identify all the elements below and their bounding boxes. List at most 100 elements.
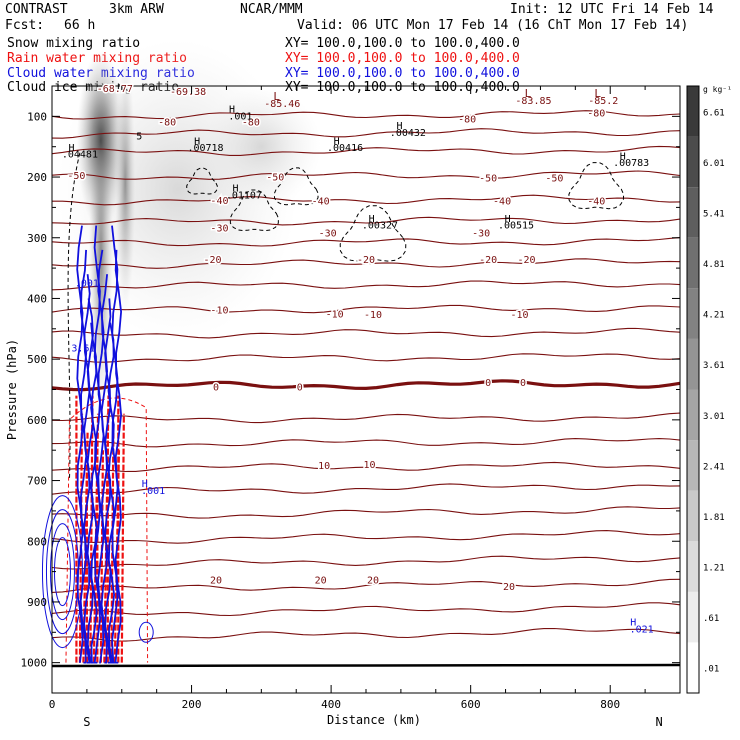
cloud-water-contour bbox=[90, 322, 98, 664]
y-tick-label: 600 bbox=[27, 414, 47, 427]
isotherm-label: -10 bbox=[210, 306, 228, 317]
isotherm-line bbox=[51, 304, 681, 314]
cloud-water-contour bbox=[138, 621, 154, 643]
ground-line bbox=[51, 663, 681, 668]
high-marker: H bbox=[194, 136, 200, 147]
high-marker: H bbox=[334, 136, 340, 147]
high-marker: H bbox=[505, 214, 511, 225]
x-tick-label: 400 bbox=[321, 698, 341, 711]
y-tick-label: 900 bbox=[27, 596, 47, 609]
isotherm-line bbox=[51, 237, 681, 247]
isotherm-label: -40 bbox=[210, 196, 228, 207]
cloud-water-contours bbox=[41, 225, 154, 664]
isotherm-label: -40 bbox=[312, 196, 330, 207]
low-marker: L bbox=[525, 87, 532, 100]
isotherm-line bbox=[51, 506, 681, 519]
high-marker: H bbox=[229, 105, 235, 116]
snow-column-2 bbox=[115, 53, 136, 314]
colorbar-level-label: 4.81 bbox=[703, 260, 725, 270]
isotherm-label: -10 bbox=[510, 310, 528, 321]
colorbar-level-label: 1.21 bbox=[703, 564, 725, 574]
high-value: .01107 bbox=[226, 190, 262, 201]
forecast-hour: 66 h bbox=[64, 18, 96, 33]
isotherm-label: -20 bbox=[479, 255, 497, 266]
colorbar-level-label: 5.41 bbox=[703, 209, 725, 219]
contour-value-label: 5 bbox=[136, 131, 142, 142]
isotherm-line bbox=[51, 627, 681, 642]
isotherm-line bbox=[51, 461, 681, 473]
field-xy-cloud-ice: XY= 100.0,100.0 to 100.0,400.0 bbox=[285, 80, 520, 95]
snow-haze-upper bbox=[201, 86, 322, 207]
isotherm-label: -50 bbox=[266, 173, 284, 184]
isotherm-line bbox=[51, 438, 681, 448]
isotherm-line bbox=[51, 110, 681, 120]
isotherm-line bbox=[51, 578, 681, 593]
cloud-water-contour bbox=[79, 249, 88, 664]
low-value: -83.85 bbox=[515, 96, 551, 107]
isotherm-label: 10 bbox=[318, 461, 330, 472]
cloud-water-contour bbox=[100, 274, 109, 664]
isotherm-label: -80 bbox=[242, 117, 260, 128]
isotherm-label: -50 bbox=[67, 171, 85, 182]
colorbar-band bbox=[687, 237, 699, 289]
isotherm-label: 0 bbox=[213, 383, 219, 394]
isotherm-label: -10 bbox=[326, 309, 344, 320]
isotherm-label: 20 bbox=[503, 582, 515, 593]
field-xy-cloud-water: XY= 100.0,100.0 to 100.0,400.0 bbox=[285, 66, 520, 81]
colorbar-band bbox=[687, 136, 699, 188]
x-tick-label: 0 bbox=[49, 698, 56, 711]
cloud-ice-contour bbox=[568, 162, 625, 210]
colorbar-level-label: 6.01 bbox=[703, 159, 725, 169]
isotherm-line bbox=[51, 602, 681, 617]
y-tick-label: 300 bbox=[27, 232, 47, 245]
y-tick-label: 100 bbox=[27, 110, 47, 123]
x-tick-label: 600 bbox=[461, 698, 481, 711]
high-value: .00783 bbox=[613, 158, 649, 169]
colorbar-level-label: 6.61 bbox=[703, 108, 725, 118]
colorbar-band bbox=[687, 338, 699, 390]
north-label: N bbox=[655, 715, 662, 729]
high-value: .00432 bbox=[390, 128, 426, 139]
y-tick-label: 400 bbox=[27, 292, 47, 305]
isotherm-line bbox=[51, 327, 681, 339]
isotherm-line bbox=[51, 216, 681, 226]
field-name-snow: Snow mixing ratio bbox=[7, 36, 141, 51]
cloud-water-contour bbox=[114, 249, 123, 664]
cloud-ice-contours bbox=[67, 152, 625, 481]
contour-labels: -68.77 -69.38 -80 -80 -80 -80 -50 -50 -50 -50 -40 -… bbox=[62, 83, 654, 636]
colorbar-band bbox=[687, 642, 699, 693]
isotherm-line bbox=[51, 555, 681, 570]
isotherm-label: -40 bbox=[493, 196, 511, 207]
rain-contour bbox=[120, 413, 125, 663]
colorbar-unit: g kg⁻¹ bbox=[703, 85, 732, 94]
colorbar-band bbox=[687, 591, 699, 643]
low-marker: L bbox=[594, 87, 601, 100]
isotherm-label: 10 bbox=[363, 460, 375, 471]
isotherm-line bbox=[51, 483, 681, 495]
cloud-ice-contour bbox=[67, 152, 81, 481]
isotherm-label: -20 bbox=[357, 255, 375, 266]
high-marker: H bbox=[232, 184, 238, 195]
colorbar-level-label: .01 bbox=[703, 665, 719, 675]
contour-value-label: 3.61 bbox=[71, 343, 95, 354]
isotherm-line bbox=[52, 194, 681, 206]
isotherm-label: -10 bbox=[364, 310, 382, 321]
isotherm-label: -40 bbox=[587, 196, 605, 207]
x-tick-label: 800 bbox=[600, 698, 620, 711]
high-marker: H bbox=[620, 151, 626, 162]
isotherm-label: 0 bbox=[485, 378, 491, 389]
x-tick-label: 200 bbox=[182, 698, 202, 711]
isotherm-label: -69.38 bbox=[170, 87, 206, 98]
rain-outer-contour bbox=[65, 397, 149, 663]
colorbar-band bbox=[687, 490, 699, 542]
isotherm-line bbox=[51, 128, 681, 139]
isotherm-line bbox=[51, 258, 681, 269]
center-label: NCAR/MMM bbox=[240, 2, 303, 17]
y-tick-label: 800 bbox=[27, 535, 47, 548]
isotherm-label: -50 bbox=[545, 173, 563, 184]
high-value: .001 bbox=[141, 486, 165, 497]
x-axis-label: Distance (km) bbox=[327, 713, 421, 727]
cloud-water-contour bbox=[41, 495, 83, 649]
colorbar-level-label: 3.01 bbox=[703, 412, 725, 422]
